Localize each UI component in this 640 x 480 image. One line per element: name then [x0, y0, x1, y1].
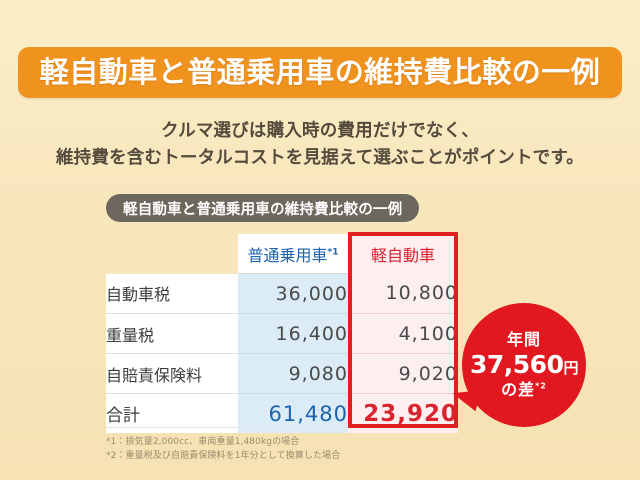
footnotes: *1：排気量2,000cc、車両重量1,480kgの場合 *2：重量税及び自賠責… [106, 436, 340, 464]
cell-normal-compulsory-insurance: 9,080 [238, 353, 348, 394]
footnote-2: *2：重量税及び自賠責保険料を1年分として換算した場合 [106, 450, 341, 461]
cost-comparison-table-wrap: 普通乗用車*1 軽自動車 自動車税 36,000 10,800 重量税 16,4… [106, 234, 458, 433]
table-header-normal-car-label: 普通乗用車 [247, 245, 328, 265]
table-row: 自動車税 36,000 10,800 [106, 273, 458, 314]
row-label-total: 合計 [106, 393, 238, 433]
cell-normal-total: 61,480 [238, 393, 348, 433]
cell-kei-weight-tax: 4,100 [348, 313, 458, 354]
subtitle-line-2: 維持費を含むトータルコストを見据えて選ぶことがポイントです。 [55, 148, 585, 169]
cell-normal-automobile-tax: 36,000 [238, 273, 348, 314]
callout-difference-note: *2 [535, 381, 547, 391]
footnote-1: *1：排気量2,000cc、車両重量1,480kgの場合 [106, 437, 300, 447]
table-header-normal-car: 普通乗用車*1 [238, 234, 348, 274]
row-label-weight-tax: 重量税 [106, 313, 238, 354]
table-header-blank [106, 234, 238, 274]
table-header-kei-car-label: 軽自動車 [370, 245, 435, 265]
table-caption-pill: 軽自動車と普通乗用車の維持費比較の一例 [106, 194, 420, 222]
cell-kei-total: 23,920 [348, 393, 458, 433]
callout-difference-label: の差 [501, 380, 536, 399]
callout-difference-line: の差*2 [501, 382, 547, 398]
cell-normal-weight-tax: 16,400 [238, 313, 348, 354]
table-row: 重量税 16,400 4,100 [106, 313, 458, 354]
cell-kei-automobile-tax: 10,800 [348, 273, 458, 314]
row-label-automobile-tax: 自動車税 [106, 273, 238, 314]
table-row: 自賠責保険料 9,080 9,020 [106, 353, 458, 394]
table-header-row: 普通乗用車*1 軽自動車 [106, 234, 458, 274]
table-bottom-divider [106, 427, 348, 428]
table-caption-label: 軽自動車と普通乗用車の維持費比較の一例 [123, 201, 403, 218]
subtitle-line-1: クルマ選びは購入時の費用だけでなく、 [160, 121, 480, 141]
row-label-compulsory-insurance: 自賠責保険料 [106, 353, 238, 394]
callout-amount: 37,560 [470, 350, 564, 379]
page-title-banner: 軽自動車と普通乗用車の維持費比較の一例 [18, 47, 622, 98]
callout-amount-line: 37,560円 [470, 352, 578, 377]
subtitle: クルマ選びは購入時の費用だけでなく、 維持費を含むトータルコストを見据えて選ぶこ… [0, 118, 640, 172]
table-header-kei-car: 軽自動車 [348, 234, 458, 274]
callout-bubble: 年間 37,560円 の差*2 [462, 303, 586, 427]
cost-comparison-table: 普通乗用車*1 軽自動車 自動車税 36,000 10,800 重量税 16,4… [106, 234, 458, 433]
callout-currency: 円 [563, 359, 578, 377]
cell-kei-compulsory-insurance: 9,020 [348, 353, 458, 394]
table-header-normal-car-note: *1 [327, 247, 339, 258]
callout-period-label: 年間 [506, 330, 541, 349]
page-title: 軽自動車と普通乗用車の維持費比較の一例 [39, 55, 601, 89]
